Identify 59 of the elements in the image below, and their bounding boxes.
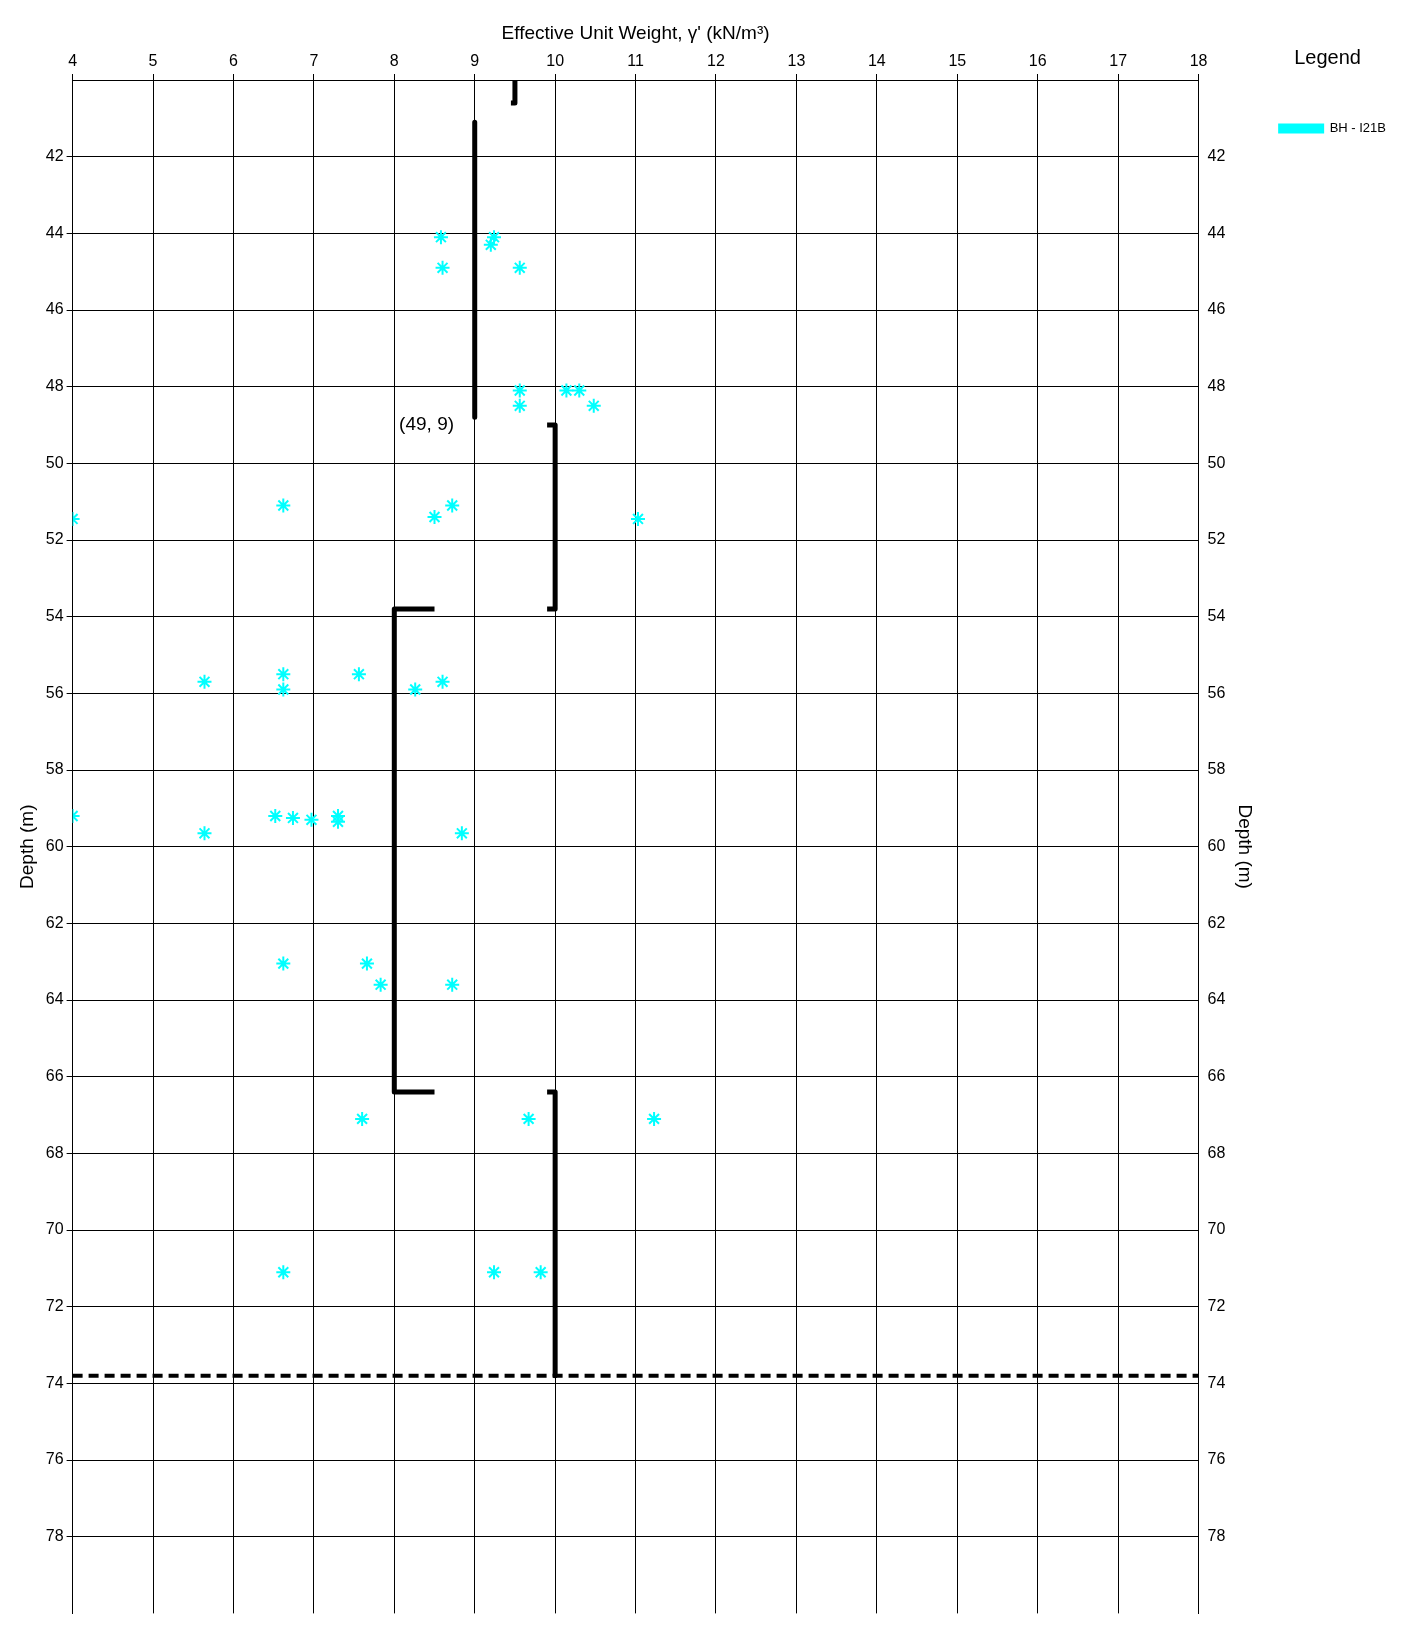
y-tick-label: 76 xyxy=(45,1450,64,1468)
y2-tick-label: 66 xyxy=(1207,1067,1226,1085)
y-tick-label: 78 xyxy=(45,1527,64,1545)
y-tick-label: 74 xyxy=(45,1373,64,1391)
y-tick-label: 54 xyxy=(45,607,64,625)
legend-title: Legend xyxy=(1294,45,1361,68)
y2-tick-label: 54 xyxy=(1207,607,1226,625)
y2-tick-label: 44 xyxy=(1207,223,1226,241)
y-tick-label: 68 xyxy=(45,1143,64,1161)
y2-tick-label: 72 xyxy=(1207,1297,1226,1315)
y-tick-label: 48 xyxy=(45,377,64,395)
legend-label: BH - I21B xyxy=(1329,120,1386,136)
x-tick-label: 15 xyxy=(948,51,967,69)
y-tick-label: 64 xyxy=(45,990,64,1008)
y-tick-label: 56 xyxy=(45,683,64,701)
y-tick-label: 60 xyxy=(45,837,64,855)
y2-tick-label: 76 xyxy=(1207,1450,1226,1468)
x-tick-label: 12 xyxy=(707,51,725,69)
x-tick-label: 11 xyxy=(627,51,644,69)
y2-tick-label: 58 xyxy=(1207,760,1226,778)
x-tick-label: 9 xyxy=(470,51,480,69)
x-tick-label: 16 xyxy=(1028,51,1047,69)
y2-tick-label: 52 xyxy=(1207,530,1226,548)
x-tick-label: 4 xyxy=(68,51,78,69)
y-tick-label: 42 xyxy=(45,147,64,165)
x-tick-label: 8 xyxy=(389,51,399,69)
y2-tick-label: 46 xyxy=(1207,300,1226,318)
y2-tick-label: 48 xyxy=(1207,377,1226,395)
y2-tick-label: 42 xyxy=(1207,147,1226,165)
y2-tick-label: 74 xyxy=(1207,1373,1226,1391)
y2-tick-label: 64 xyxy=(1207,990,1226,1008)
y2-tick-label: 62 xyxy=(1207,913,1226,931)
x-tick-label: 5 xyxy=(148,51,158,69)
y-tick-label: 62 xyxy=(45,913,64,931)
x-tick-label: 17 xyxy=(1109,51,1128,69)
y-tick-label: 72 xyxy=(45,1297,64,1315)
x-tick-label: 10 xyxy=(546,51,565,69)
y2-tick-label: 56 xyxy=(1207,683,1226,701)
x-tick-label: 7 xyxy=(309,51,319,69)
y-tick-label: 44 xyxy=(45,223,64,241)
y-tick-label: 58 xyxy=(45,760,64,778)
y-tick-label: 46 xyxy=(45,300,64,318)
x-tick-label: 6 xyxy=(228,51,238,69)
x-axis-title: Effective Unit Weight, γ' (kN/m³) xyxy=(501,21,770,43)
x-tick-label: 14 xyxy=(867,51,886,69)
y-tick-label: 70 xyxy=(45,1220,64,1238)
y-tick-label: 52 xyxy=(45,530,64,548)
y2-tick-label: 78 xyxy=(1207,1527,1226,1545)
y-axis-title: Depth (m) xyxy=(15,804,37,889)
x-tick-label: 18 xyxy=(1189,51,1208,69)
y-tick-label: 66 xyxy=(45,1067,64,1085)
y2-tick-label: 68 xyxy=(1207,1143,1226,1161)
y2-axis-title: Depth (m) xyxy=(1234,804,1256,889)
y2-tick-label: 50 xyxy=(1207,453,1226,471)
x-tick-label: 13 xyxy=(787,51,806,69)
annotation: (49, 9) xyxy=(399,413,455,435)
y-tick-label: 50 xyxy=(45,453,64,471)
y2-tick-label: 60 xyxy=(1207,837,1226,855)
y2-tick-label: 70 xyxy=(1207,1220,1226,1238)
